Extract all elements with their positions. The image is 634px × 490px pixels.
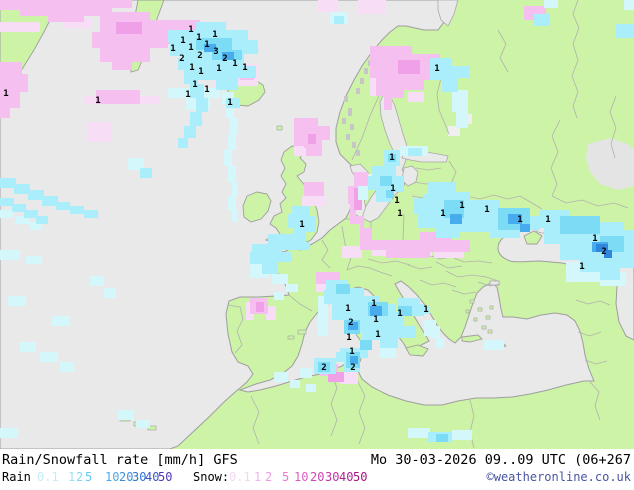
value-label-17: 1 [204,85,209,95]
snow-scale-value-7: 40 [339,470,354,484]
rain-scale-value-1: 1 [68,470,76,484]
sicily [405,344,429,357]
value-label-46: 2 [321,363,326,373]
value-label-9: 2 [197,51,202,61]
value-label-21: 1 [3,89,8,99]
ireland [242,191,272,223]
value-label-15: 1 [216,64,221,74]
value-label-39: 1 [423,305,428,315]
value-label-6: 1 [204,40,209,50]
value-label-8: 2 [179,54,184,64]
value-label-12: 1 [242,63,247,73]
value-label-44: 1 [349,347,354,357]
value-label-43: 1 [375,330,380,340]
value-label-7: 3 [213,47,218,57]
value-label-35: 1 [579,262,584,272]
snow-scale-value-5: 20 [310,470,325,484]
value-label-30: 1 [484,205,489,215]
value-label-29: 1 [459,201,464,211]
value-label-5: 1 [188,43,193,53]
legend-scale-row: Rain Snow: ©weatheronline.co.uk 0.1 1 2 5 10… [0,470,634,486]
value-label-22: 1 [299,220,304,230]
snow-scale-value-8: 50 [353,470,368,484]
legend-bar: Rain/Snowfall rate [mm/h] GFS Mo 30-03-2… [0,449,634,490]
value-label-42: 1 [346,333,351,343]
precipitation-layer [0,0,634,442]
value-label-38: 1 [397,309,402,319]
map-datetime: Mo 30-03-2026 09..09 UTC (06+267 [370,452,631,468]
value-label-26: 1 [397,209,402,219]
value-label-20: 1 [95,96,100,106]
value-label-32: 1 [545,215,550,225]
value-label-34: 2 [601,247,606,257]
value-label-16: 1 [192,80,197,90]
value-label-27: 1 [434,64,439,74]
value-label-31: 1 [517,215,522,225]
value-label-19: 1 [227,98,232,108]
snow-scale-value-1: 1 [254,470,262,484]
value-label-40: 2 [348,318,353,328]
value-label-45: 2 [350,363,355,373]
value-label-23: 1 [389,153,394,163]
rain-scale-value-8: 50 [158,470,173,484]
snow-scale-value-2: 2 [265,470,273,484]
value-label-11: 1 [232,59,237,69]
crete [461,334,483,343]
value-label-3: 1 [212,30,217,40]
steppe-grey-area [586,138,634,190]
value-label-0: 1 [188,25,193,35]
copyright-link[interactable]: ©weatheronline.co.uk [486,470,632,484]
rain-heavy-patches [204,44,612,364]
crimea [523,230,543,245]
value-label-4: 1 [170,44,175,54]
snow-scale-value-0: 0.1 [229,470,251,484]
value-label-14: 1 [198,67,203,77]
country-borders [227,0,632,449]
value-label-18: 1 [185,90,190,100]
rain-scale-label: Rain [2,470,31,484]
value-label-2: 1 [196,33,201,43]
rain-scale-value-0: 0.1 [37,470,59,484]
rain-scale-value-7: 40 [145,470,160,484]
snow-scale-label: Snow: [193,470,230,484]
value-label-28: 1 [440,209,445,219]
value-label-33: 1 [592,234,597,244]
value-label-37: 1 [371,299,376,309]
white-sea [437,0,459,27]
aegean-islands [465,299,494,334]
balearic-islands [287,329,307,340]
snow-scale-value-4: 10 [294,470,309,484]
rain-scale-value-2: 2 [76,470,84,484]
snow-scale-value-3: 5 [282,470,290,484]
value-label-24: 1 [390,184,395,194]
mediterranean-sea [238,280,595,406]
rain-scale-value-5: 20 [119,470,134,484]
value-label-1: 1 [180,36,185,46]
faroe-islands [276,125,283,131]
value-label-10: 2 [222,54,227,64]
value-label-25: 1 [394,196,399,206]
rain-scale-value-3: 5 [85,470,93,484]
value-label-36: 1 [345,304,350,314]
snow-scale-value-6: 30 [325,470,340,484]
rain-scale-value-6: 30 [132,470,147,484]
map-title: Rain/Snowfall rate [mm/h] GFS [2,452,238,468]
rain-scale-value-4: 10 [105,470,120,484]
value-label-41: 1 [373,315,378,325]
value-label-13: 1 [189,63,194,73]
legend-title-row: Rain/Snowfall rate [mm/h] GFS Mo 30-03-2… [0,452,634,468]
